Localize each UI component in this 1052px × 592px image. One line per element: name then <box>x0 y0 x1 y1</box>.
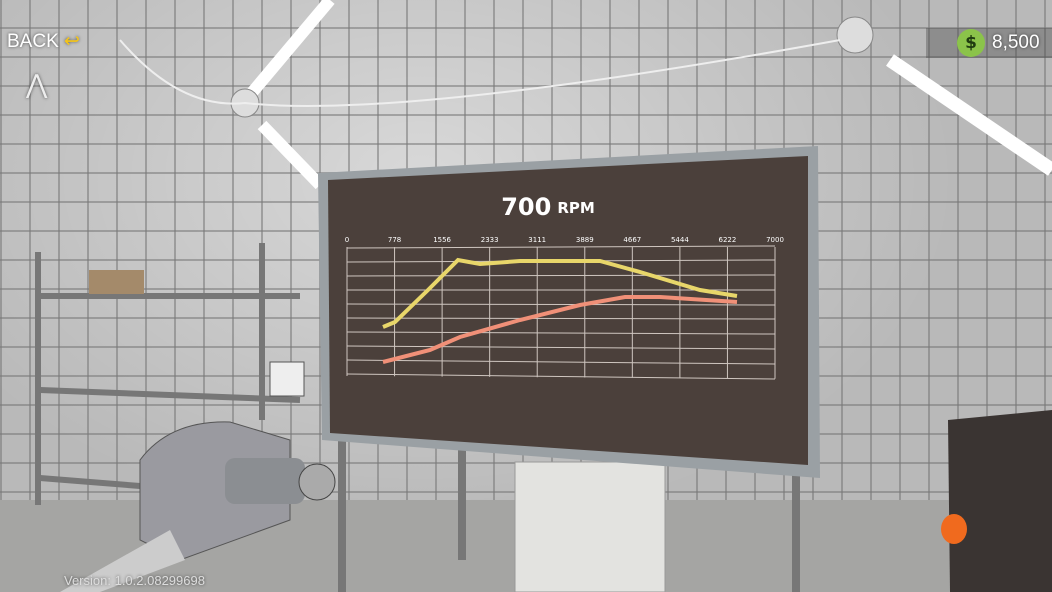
money-icon: $ <box>957 29 985 57</box>
light-tube <box>245 0 335 99</box>
light-tube <box>886 54 1052 176</box>
x-tick-label: 3889 <box>576 236 594 244</box>
object <box>941 514 967 544</box>
grid <box>346 245 776 380</box>
x-tick-label: 3111 <box>528 236 546 244</box>
back-button[interactable]: BACK ↩ <box>7 30 80 53</box>
version-label: Version: 1.0.2.08299698 <box>64 573 205 588</box>
chair <box>948 410 1052 592</box>
rpm-value: 700 <box>501 193 551 221</box>
road-icon: ⋀ <box>26 70 48 100</box>
back-label[interactable]: BACK <box>7 31 59 52</box>
motor <box>225 458 305 504</box>
toolbox <box>269 361 305 397</box>
grid <box>346 247 776 379</box>
machine <box>514 461 666 592</box>
shelf <box>35 243 301 505</box>
dyno-chart: 700 RPM 0 778 1556 2333 3111 3889 4667 5444 6222 7… <box>345 193 784 380</box>
money-amount: 8,500 <box>992 32 1040 53</box>
x-tick-label: 1556 <box>433 236 451 244</box>
rpm-unit: RPM <box>557 199 594 217</box>
motor-fan <box>298 463 336 501</box>
x-tick-label: 2333 <box>481 236 499 244</box>
light-mount <box>836 16 874 54</box>
x-tick-label: 778 <box>388 236 401 244</box>
back-icon[interactable]: ↩ <box>64 31 80 52</box>
blower <box>139 421 291 561</box>
rpm-display: 700 RPM <box>501 193 595 221</box>
x-tick-label: 7000 <box>766 236 784 244</box>
hose <box>60 530 185 592</box>
x-tick-label: 6222 <box>719 236 737 244</box>
torque-curve <box>382 295 738 364</box>
x-tick-label: 0 <box>345 236 349 244</box>
x-tick-label: 5444 <box>671 236 689 244</box>
x-tick-label: 4667 <box>623 236 641 244</box>
light-tube <box>257 120 325 190</box>
board-stand <box>338 440 800 592</box>
board <box>328 156 808 465</box>
power-curve <box>382 257 738 329</box>
money-panel: $ 8,500 <box>926 28 1052 58</box>
box <box>89 270 144 294</box>
cable <box>119 39 841 107</box>
